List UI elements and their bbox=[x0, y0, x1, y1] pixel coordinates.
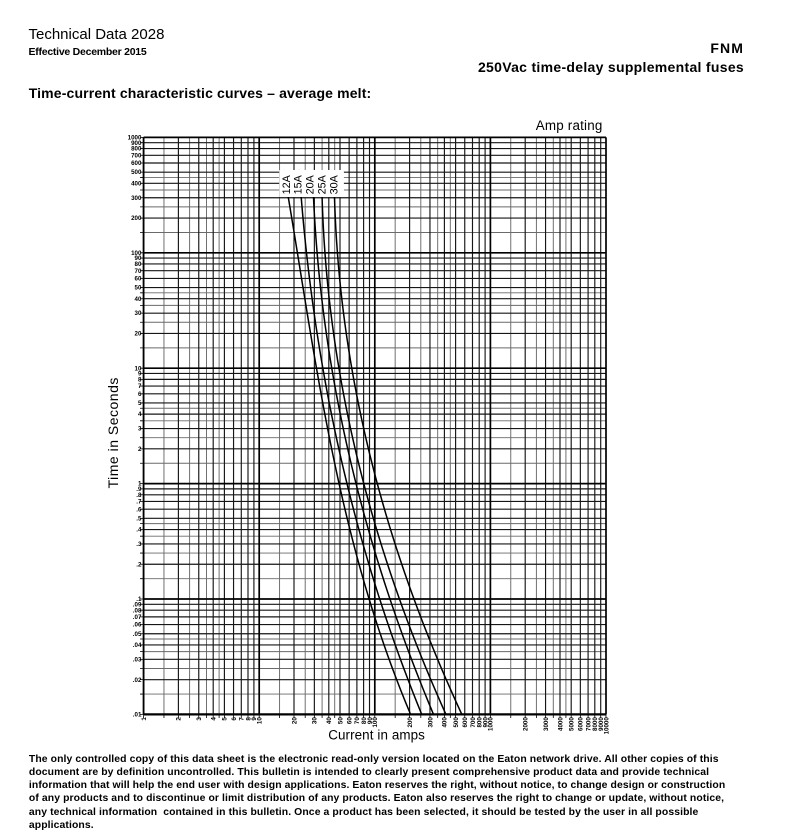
svg-text:6000: 6000 bbox=[578, 717, 585, 731]
svg-text:8: 8 bbox=[245, 717, 252, 721]
svg-text:.06: .06 bbox=[133, 622, 142, 629]
svg-text:800: 800 bbox=[131, 146, 142, 153]
svg-text:600: 600 bbox=[131, 160, 142, 167]
svg-text:.09: .09 bbox=[133, 601, 142, 608]
svg-text:9: 9 bbox=[138, 371, 142, 378]
svg-text:500: 500 bbox=[453, 717, 460, 728]
svg-text:700: 700 bbox=[470, 717, 477, 728]
svg-text:7000: 7000 bbox=[585, 717, 592, 731]
svg-text:3: 3 bbox=[138, 426, 142, 433]
svg-text:2000: 2000 bbox=[523, 717, 530, 731]
svg-text:1: 1 bbox=[141, 717, 148, 721]
svg-text:30: 30 bbox=[135, 310, 142, 317]
svg-text:1000: 1000 bbox=[488, 717, 495, 731]
svg-text:20: 20 bbox=[291, 717, 298, 724]
svg-text:20A: 20A bbox=[305, 174, 317, 194]
svg-text:.03: .03 bbox=[133, 656, 142, 663]
svg-text:1000: 1000 bbox=[128, 135, 142, 142]
svg-text:70: 70 bbox=[135, 268, 142, 275]
svg-text:25A: 25A bbox=[317, 174, 329, 194]
svg-text:40: 40 bbox=[326, 717, 333, 724]
svg-text:80: 80 bbox=[361, 717, 368, 724]
svg-text:7: 7 bbox=[239, 717, 246, 721]
svg-text:.02: .02 bbox=[133, 677, 142, 684]
svg-text:6: 6 bbox=[231, 717, 238, 721]
svg-text:.6: .6 bbox=[136, 506, 142, 513]
svg-text:.9: .9 bbox=[136, 486, 142, 493]
svg-text:600: 600 bbox=[462, 717, 469, 728]
svg-text:.08: .08 bbox=[133, 607, 142, 614]
svg-text:300: 300 bbox=[427, 717, 434, 728]
svg-text:50: 50 bbox=[135, 285, 142, 292]
svg-text:300: 300 bbox=[131, 195, 142, 202]
svg-text:6: 6 bbox=[138, 391, 142, 398]
svg-text:3: 3 bbox=[196, 717, 203, 721]
svg-text:9: 9 bbox=[251, 717, 258, 721]
svg-text:4: 4 bbox=[211, 717, 218, 721]
svg-text:.01: .01 bbox=[133, 712, 142, 719]
svg-text:50: 50 bbox=[337, 717, 344, 724]
svg-text:90: 90 bbox=[367, 717, 374, 724]
svg-text:.8: .8 bbox=[136, 492, 142, 499]
svg-text:70: 70 bbox=[354, 717, 361, 724]
svg-text:400: 400 bbox=[131, 180, 142, 187]
svg-text:8000: 8000 bbox=[592, 717, 599, 731]
svg-text:.04: .04 bbox=[133, 642, 142, 649]
svg-text:30A: 30A bbox=[329, 174, 341, 194]
svg-text:.07: .07 bbox=[133, 614, 142, 621]
svg-text:40: 40 bbox=[135, 296, 142, 303]
svg-text:2: 2 bbox=[138, 446, 142, 453]
svg-text:60: 60 bbox=[346, 717, 353, 724]
svg-text:2: 2 bbox=[176, 717, 183, 721]
svg-text:400: 400 bbox=[442, 717, 449, 728]
svg-text:900: 900 bbox=[482, 717, 489, 728]
svg-text:1: 1 bbox=[138, 481, 142, 488]
svg-text:.5: .5 bbox=[136, 515, 142, 522]
svg-text:90: 90 bbox=[135, 255, 142, 262]
svg-text:100: 100 bbox=[372, 717, 379, 728]
svg-text:12A: 12A bbox=[281, 174, 293, 194]
svg-text:15A: 15A bbox=[293, 174, 305, 194]
svg-text:Current in amps: Current in amps bbox=[328, 727, 425, 742]
svg-text:200: 200 bbox=[131, 215, 142, 222]
svg-text:5: 5 bbox=[222, 717, 229, 721]
svg-text:60: 60 bbox=[135, 276, 142, 283]
svg-text:.3: .3 bbox=[136, 541, 142, 548]
svg-text:9000: 9000 bbox=[598, 717, 605, 731]
svg-text:3000: 3000 bbox=[543, 717, 550, 731]
svg-text:10000: 10000 bbox=[603, 717, 610, 735]
svg-text:30: 30 bbox=[312, 717, 319, 724]
svg-text:.7: .7 bbox=[136, 499, 142, 506]
svg-text:.2: .2 bbox=[136, 561, 142, 568]
svg-text:.05: .05 bbox=[133, 631, 142, 638]
svg-text:10: 10 bbox=[135, 365, 142, 372]
svg-text:8: 8 bbox=[138, 376, 142, 383]
svg-text:4000: 4000 bbox=[557, 717, 564, 731]
svg-text:500: 500 bbox=[131, 169, 142, 176]
svg-text:5000: 5000 bbox=[569, 717, 576, 731]
svg-text:80: 80 bbox=[135, 261, 142, 268]
svg-text:800: 800 bbox=[477, 717, 484, 728]
svg-text:Amp rating: Amp rating bbox=[536, 118, 603, 133]
svg-text:Time in Seconds: Time in Seconds bbox=[105, 377, 121, 488]
svg-text:10: 10 bbox=[257, 717, 264, 724]
svg-text:200: 200 bbox=[407, 717, 414, 728]
svg-text:100: 100 bbox=[131, 250, 142, 257]
svg-text:7: 7 bbox=[138, 383, 142, 390]
svg-text:.1: .1 bbox=[136, 596, 142, 603]
svg-text:4: 4 bbox=[138, 411, 142, 418]
svg-text:5: 5 bbox=[138, 400, 142, 407]
svg-text:.4: .4 bbox=[136, 527, 142, 534]
svg-text:20: 20 bbox=[135, 331, 142, 338]
svg-text:700: 700 bbox=[131, 152, 142, 159]
svg-text:900: 900 bbox=[131, 140, 142, 147]
